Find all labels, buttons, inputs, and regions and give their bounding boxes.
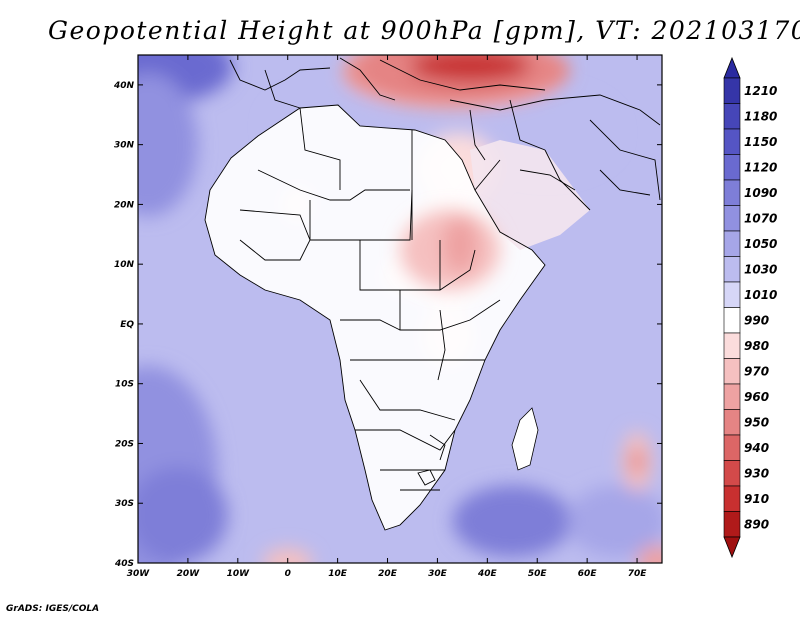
colorbar-swatch: [723, 358, 741, 385]
colorbar-swatch: [723, 256, 741, 283]
field-region-20: [637, 545, 662, 563]
colorbar-label: 890: [744, 517, 769, 531]
colorbar-label: 1180: [744, 109, 777, 123]
colorbar-swatch: [723, 77, 741, 104]
x-axis: 30W 20W 10W 0 10E 20E 30E 40E 50E 60E 70E: [127, 55, 647, 579]
colorbar-label: 1010: [744, 288, 777, 302]
map-frame: [137, 54, 663, 564]
y-tick-label: 30N: [114, 141, 135, 151]
colorbar-label: 1050: [744, 237, 777, 251]
colorbar-swatch: [723, 409, 741, 436]
colorbar-label: 960: [744, 390, 769, 404]
colorbar-label: 910: [744, 492, 769, 506]
colorbar-swatch: [723, 383, 741, 410]
turkey-core: [410, 55, 530, 82]
y-tick-label: 30S: [115, 499, 134, 509]
colorbar-label: 1070: [744, 211, 777, 225]
y-tick-label: 40N: [113, 81, 135, 91]
x-tick-label: 70E: [628, 569, 648, 579]
map-title: Geopotential Height at 900hPa [gpm], VT:…: [48, 16, 800, 45]
colorbar-swatch: [723, 332, 741, 359]
colorbar-label: 1120: [744, 160, 777, 174]
colorbar-label: 950: [744, 415, 769, 429]
field-region-18: [629, 449, 645, 474]
y-tick-label: 20N: [114, 200, 135, 210]
field-region-3: [138, 467, 228, 563]
y-tick-label: 40S: [114, 559, 134, 569]
y-axis: 40N 30N 20N 10N EQ 10S 20S 30S 40S: [113, 81, 662, 569]
colorbar-swatch: [723, 460, 741, 487]
arabia-land: [470, 140, 590, 250]
colorbar-label: 1030: [744, 262, 777, 276]
x-tick-label: 0: [285, 569, 291, 579]
colorbar-swatch: [723, 230, 741, 257]
colorbar-swatch: [723, 179, 741, 206]
colorbar-label: 1090: [744, 186, 777, 200]
colorbar-label: 1210: [744, 84, 777, 98]
map-area: [138, 55, 662, 563]
colorbar-top-extend: [723, 56, 741, 79]
colorbar-swatch: [723, 205, 741, 232]
field-region-5: [567, 485, 662, 558]
colorbar-swatch: [723, 154, 741, 181]
x-tick-label: 50E: [528, 569, 548, 579]
colorbar-label: 970: [744, 364, 769, 378]
colorbar-swatch: [723, 103, 741, 130]
sudan-core: [442, 217, 478, 273]
x-tick-label: 30W: [127, 569, 151, 579]
colorbar: 1210 1180 1150 1120 1090 1070 1050 1030 1010 990 9…: [723, 56, 777, 559]
x-tick-label: 20W: [177, 569, 201, 579]
country-borders: [204, 57, 661, 531]
x-tick-label: 40E: [477, 569, 498, 579]
colorbar-label: 940: [744, 441, 769, 455]
x-tick-label: 20E: [378, 569, 398, 579]
y-tick-label: 10N: [114, 260, 135, 270]
colorbar-swatch: [723, 128, 741, 155]
y-tick-label: EQ: [120, 320, 134, 330]
credit-text: GrADS: IGES/COLA: [6, 604, 100, 614]
colorbar-bottom-extend: [723, 536, 741, 559]
colorbar-label: 980: [744, 339, 769, 353]
colorbar-label: 990: [744, 313, 769, 327]
y-tick-label: 20S: [115, 439, 134, 449]
field-region-4: [452, 485, 573, 558]
x-tick-label: 10E: [328, 569, 348, 579]
madagascar: [511, 407, 539, 471]
colorbar-swatch: [723, 281, 741, 308]
field-region-19: [262, 548, 313, 563]
x-tick-label: 60E: [578, 569, 598, 579]
colorbar-swatch: [723, 307, 741, 334]
x-tick-label: 30E: [428, 569, 448, 579]
colorbar-swatch: [723, 511, 741, 538]
colorbar-swatch: [723, 485, 741, 512]
colorbar-label: 1150: [744, 135, 777, 149]
y-tick-label: 10S: [115, 380, 134, 390]
colorbar-label: 930: [744, 466, 769, 480]
x-tick-label: 10W: [227, 569, 251, 579]
colorbar-swatch: [723, 434, 741, 461]
field-region-1: [138, 72, 198, 217]
